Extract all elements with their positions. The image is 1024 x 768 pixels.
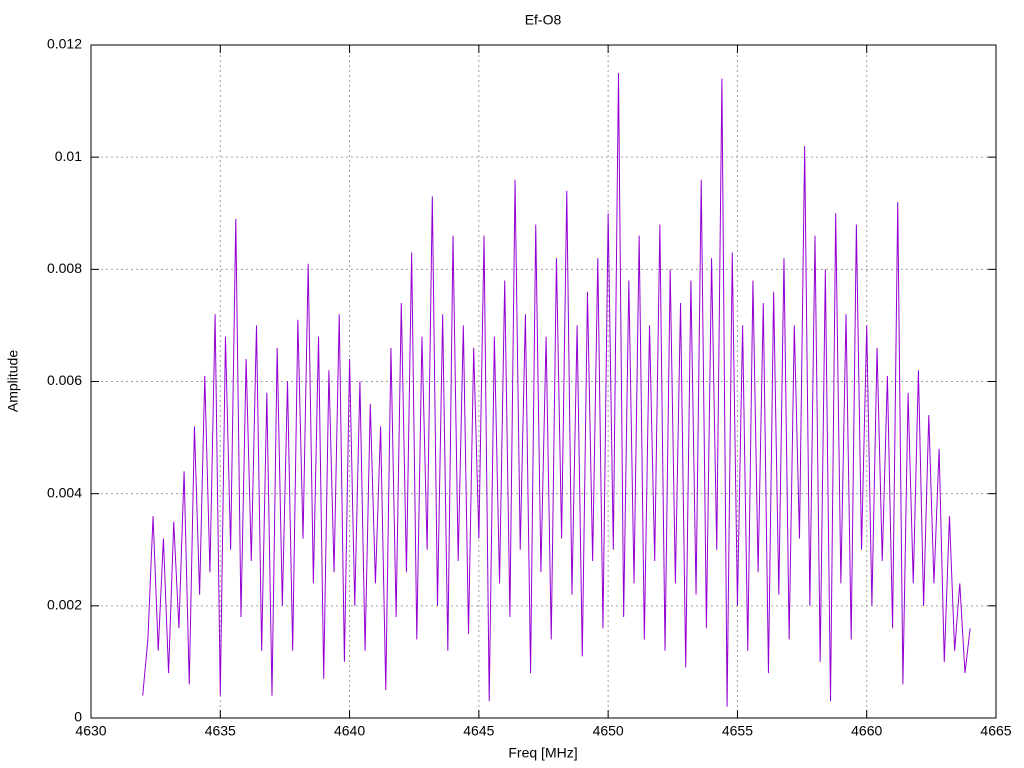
x-tick-label: 4665: [980, 723, 1011, 739]
y-tick-label: 0: [74, 709, 82, 725]
x-tick-label: 4640: [334, 723, 365, 739]
y-tick-label: 0.01: [55, 148, 82, 164]
x-tick-label: 4635: [205, 723, 236, 739]
y-tick-label: 0.004: [47, 484, 82, 500]
y-tick-label: 0.008: [47, 260, 82, 276]
x-axis-label: Freq [MHz]: [508, 745, 577, 761]
x-tick-label: 4645: [463, 723, 494, 739]
chart-title: Ef-O8: [525, 12, 562, 28]
data-line: [142, 73, 971, 707]
x-tick-label: 4655: [722, 723, 753, 739]
x-tick-label: 4660: [851, 723, 882, 739]
y-axis-label: Amplitude: [5, 350, 21, 412]
x-tick-label: 4630: [75, 723, 106, 739]
y-tick-label: 0.002: [47, 597, 82, 613]
x-tick-label: 4650: [593, 723, 624, 739]
plot-frame: [90, 44, 997, 719]
y-tick-label: 0.012: [47, 36, 82, 52]
y-tick-label: 0.006: [47, 372, 82, 388]
